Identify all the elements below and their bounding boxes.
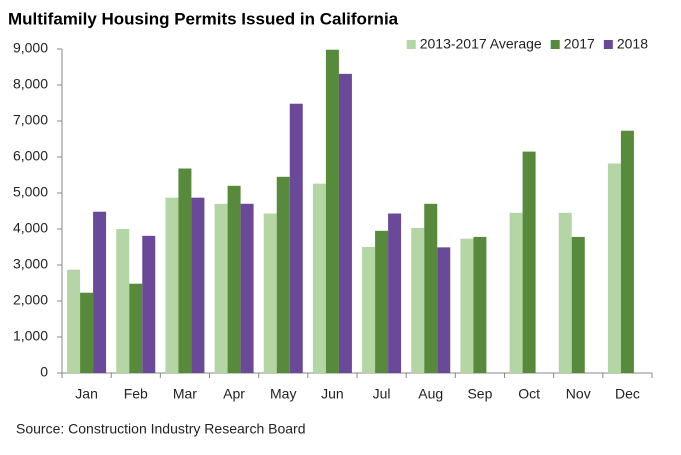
bar [93,211,107,373]
bar [338,73,352,373]
legend-label: 2013-2017 Average [420,36,542,52]
bar [312,183,326,373]
y-tick-label: 6,000 [13,148,48,164]
bar [325,49,339,373]
bar [80,292,94,373]
bar [276,176,290,373]
x-tick-label: Jan [75,386,98,402]
x-tick-label: Aug [418,386,443,402]
x-tick-label: Mar [173,386,197,402]
x-tick-label: Feb [124,386,148,402]
legend-swatch [406,40,416,49]
y-tick-label: 2,000 [13,292,48,308]
bar [263,213,277,373]
x-tick-label: Oct [518,386,540,402]
bar [460,238,474,373]
bar [165,197,179,373]
bar [571,236,585,373]
y-tick-label: 4,000 [13,220,48,236]
x-tick-label: May [270,386,296,402]
bar [227,185,241,373]
y-tick-label: 1,000 [13,328,48,344]
y-tick-label: 5,000 [13,184,48,200]
bar [522,151,536,373]
y-tick-label: 3,000 [13,256,48,272]
legend-label: 2018 [617,36,648,52]
y-tick-label: 7,000 [13,112,48,128]
bar [607,163,621,373]
y-tick-label: 8,000 [13,76,48,92]
source-note: Source: Construction Industry Research B… [16,421,305,437]
legend-swatch [550,40,560,49]
bar [240,203,254,373]
bar [142,235,156,373]
y-tick-label: 9,000 [13,40,48,56]
x-tick-label: Dec [615,386,640,402]
bar [437,247,451,373]
x-tick-label: Apr [223,386,245,402]
legend-swatch [603,40,613,49]
bar [388,213,402,373]
x-tick-label: Jun [321,386,344,402]
bar [411,227,425,373]
bar [67,269,81,373]
bar [178,168,192,373]
chart-title: Multifamily Housing Permits Issued in Ca… [8,9,399,28]
bar [362,247,376,373]
x-tick-label: Jul [373,386,391,402]
bar [116,229,130,373]
bar [558,212,572,373]
bar [214,203,228,373]
bar [620,130,634,373]
x-tick-label: Nov [566,386,591,402]
bar [375,230,389,373]
legend-label: 2017 [564,36,595,52]
x-tick-label: Sep [467,386,492,402]
bar [473,236,487,373]
bar [129,283,143,373]
bar [424,203,438,373]
bar [191,197,205,373]
y-tick-label: 0 [40,364,48,380]
bar [509,212,523,373]
bar [289,103,303,373]
